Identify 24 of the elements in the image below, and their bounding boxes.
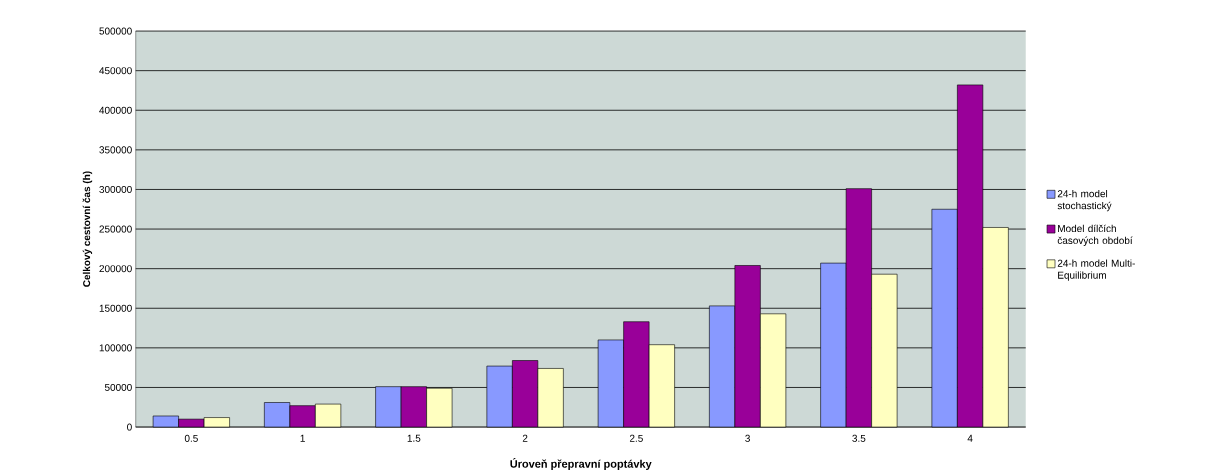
x-tick-label: 4 (967, 434, 973, 442)
y-tick-label: 300000 (99, 185, 132, 193)
y-tick-label: 200000 (99, 264, 132, 273)
x-tick-label: 1 (300, 434, 305, 442)
y-tick-label: 350000 (99, 146, 132, 154)
y-tick-label: 0 (127, 423, 132, 431)
y-tick-label: 100000 (99, 344, 132, 352)
x-tick-label: 2.5 (629, 434, 643, 442)
x-tick-label: 3.5 (852, 434, 866, 442)
legend-label: 24-h model Multi-Equilibrium (1057, 259, 1135, 281)
x-tick-label: 1.5 (407, 434, 421, 442)
legend-label: 24-h model stochastický (1057, 189, 1112, 212)
y-tick-label: 400000 (99, 106, 132, 114)
x-tick-label: 2 (522, 434, 528, 442)
y-tick-label: 50000 (104, 383, 132, 391)
legend-label: Model dílčích časových období (1057, 224, 1133, 246)
x-tick-label: 3 (745, 434, 750, 442)
y-tick-label: 150000 (99, 304, 132, 312)
y-tick-label: 500000 (99, 27, 132, 35)
x-axis-title: Úroveň přepravní poptávky (510, 457, 652, 470)
y-axis-title: Celkový cestovní čas (h) (82, 171, 93, 287)
y-tick-label: 250000 (99, 225, 132, 233)
y-tick-label: 450000 (99, 66, 132, 75)
x-tick-label: 0.5 (184, 434, 198, 442)
